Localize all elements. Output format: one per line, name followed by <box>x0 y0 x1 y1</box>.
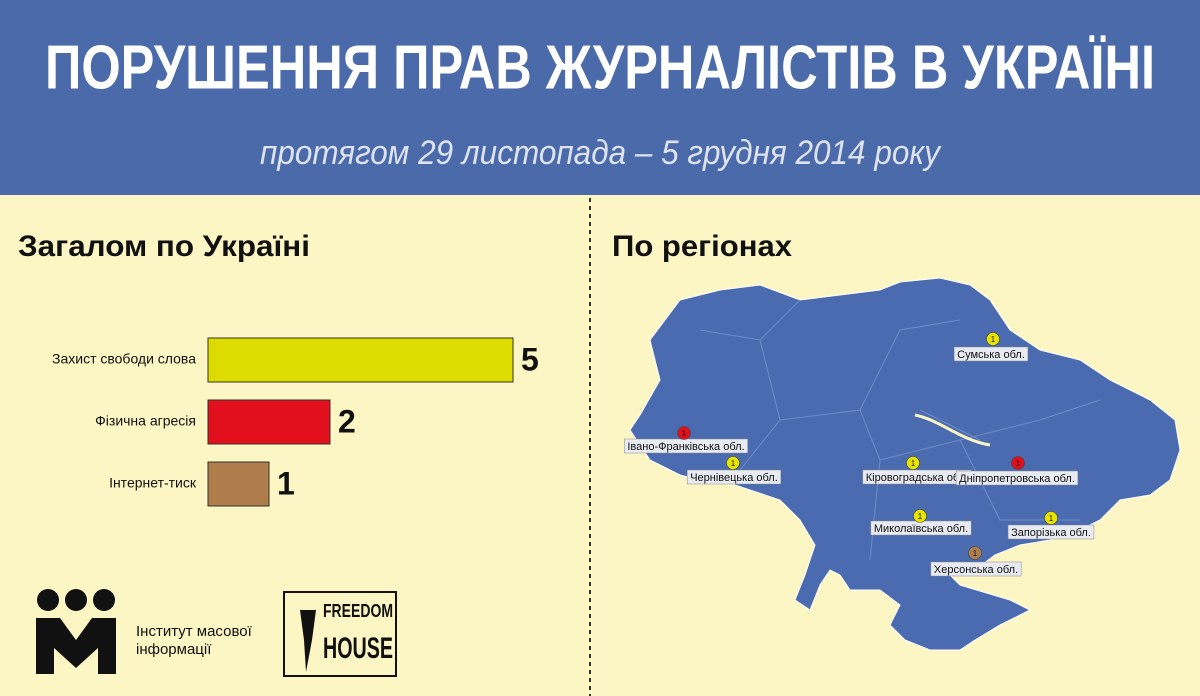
river <box>914 413 991 447</box>
category-label: Фізична агресія <box>95 413 196 429</box>
logo-dot <box>37 589 59 611</box>
logo-frame <box>283 591 397 677</box>
freedom-house-logo: FREEDOM HOUSE <box>283 591 397 677</box>
bar <box>207 399 331 445</box>
category-label: Інтернет-тиск <box>109 475 197 491</box>
marker-label: Дніпропетровська обл. <box>959 473 1075 485</box>
bar <box>207 337 514 383</box>
marker-label-bg <box>930 561 1022 577</box>
marker-value: 1 <box>731 459 736 468</box>
category-label: Захист свободи слова <box>52 351 196 367</box>
marker <box>906 456 920 470</box>
marker <box>913 509 927 523</box>
marker-value: 1 <box>911 459 916 468</box>
marker-label-bg <box>1007 524 1095 540</box>
marker-label: Запорізька обл. <box>1011 527 1091 539</box>
title: ПОРУШЕННЯ ПРАВ ЖУРНАЛІСТІВ В УКРАЇНІ <box>45 33 1155 102</box>
value-label: 5 <box>521 341 539 377</box>
marker-label-bg <box>953 346 1029 362</box>
marker-label: Чернівецька обл. <box>690 472 778 484</box>
marker-value: 1 <box>682 429 687 438</box>
bar <box>207 461 270 507</box>
logo-dot <box>93 589 115 611</box>
marker-label: Івано-Франківська обл. <box>627 441 744 453</box>
logo-text: інформації <box>136 641 212 658</box>
logo-torch <box>300 610 316 672</box>
marker-label: Сумська обл. <box>957 349 1025 361</box>
marker-label-bg <box>686 469 782 485</box>
marker <box>968 546 982 560</box>
subtitle: протягом 29 листопада – 5 грудня 2014 ро… <box>260 134 942 172</box>
marker-value: 1 <box>1016 459 1021 468</box>
map-title: По регіонах <box>612 230 792 263</box>
logo-text: Інститут масової <box>136 623 253 640</box>
marker <box>726 456 740 470</box>
imi-logo: Інститут масової інформації <box>36 589 253 674</box>
logo-text: HOUSE <box>323 632 393 665</box>
marker-label: Кіровоградська обл. <box>866 472 968 484</box>
marker <box>1044 511 1058 525</box>
value-label: 2 <box>338 403 356 439</box>
marker-label: Херсонська обл. <box>934 564 1018 576</box>
marker <box>986 332 1000 346</box>
logo-dot <box>65 589 87 611</box>
marker <box>1011 456 1025 470</box>
marker <box>677 426 691 440</box>
marker-value: 1 <box>991 335 996 344</box>
value-label: 1 <box>277 465 295 501</box>
marker-value: 1 <box>1049 514 1054 523</box>
marker-label: Миколаївська обл. <box>874 523 968 535</box>
chart-title: Загалом по Україні <box>18 230 310 263</box>
logo-m <box>36 618 116 674</box>
logo-text: FREEDOM <box>323 601 393 621</box>
header-band <box>0 0 1200 195</box>
region-borders <box>699 299 1101 561</box>
marker-value: 1 <box>973 549 978 558</box>
map: Сумська обл. 1 Івано-Франківська обл. 1 Черн… <box>624 277 1181 651</box>
marker-label-bg <box>955 470 1079 486</box>
marker-value: 1 <box>918 512 923 521</box>
